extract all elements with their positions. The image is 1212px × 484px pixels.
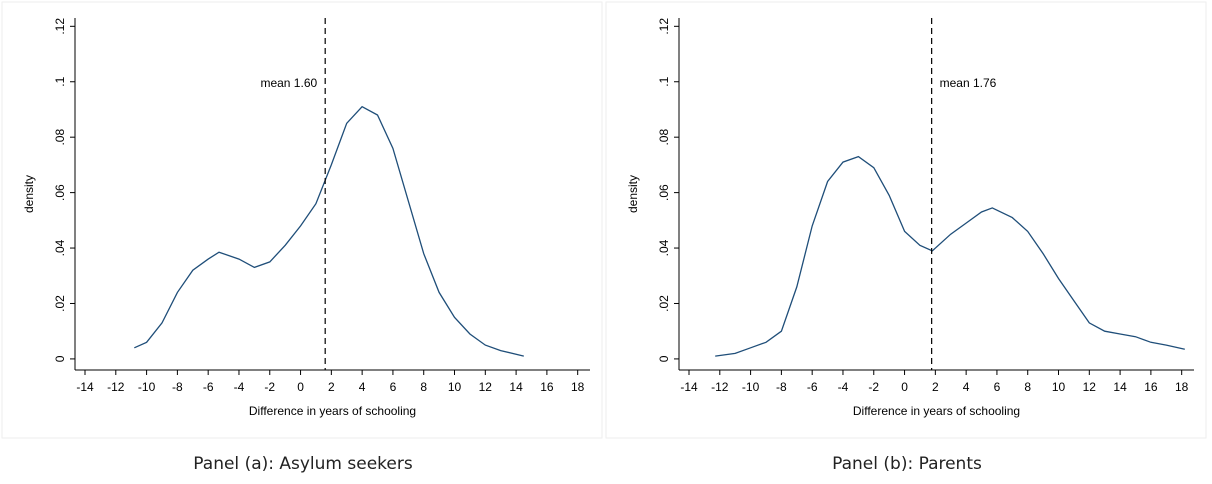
mean-label: mean 1.76 xyxy=(940,76,997,90)
panel-border xyxy=(1,1,603,439)
x-tick-label: 4 xyxy=(963,380,970,394)
x-tick-label: -14 xyxy=(76,380,94,394)
x-tick-label: 0 xyxy=(297,380,304,394)
x-tick-label: 2 xyxy=(328,380,335,394)
y-tick-label: .06 xyxy=(657,184,671,201)
x-tick-label: 0 xyxy=(901,380,908,394)
x-tick-label: 4 xyxy=(359,380,366,394)
y-tick-label: .08 xyxy=(657,129,671,146)
x-tick-label: -12 xyxy=(107,380,125,394)
x-tick-label: 14 xyxy=(1113,380,1127,394)
y-tick-label: 0 xyxy=(657,355,671,362)
x-tick-label: 8 xyxy=(1024,380,1031,394)
x-tick-label: -2 xyxy=(264,380,275,394)
y-tick-label: .04 xyxy=(657,239,671,256)
x-tick-label: -2 xyxy=(868,380,879,394)
x-tick-label: 12 xyxy=(1083,380,1097,394)
x-tick-label: -8 xyxy=(172,380,183,394)
y-axis-label: density xyxy=(626,175,640,213)
x-tick-label: 14 xyxy=(509,380,523,394)
x-tick-label: 12 xyxy=(479,380,493,394)
x-tick-label: 2 xyxy=(932,380,939,394)
y-axis-label: density xyxy=(22,175,36,213)
x-tick-label: -12 xyxy=(711,380,729,394)
x-axis-label: Difference in years of schooling xyxy=(853,404,1020,418)
x-tick-label: -6 xyxy=(203,380,214,394)
x-tick-label: 10 xyxy=(448,380,462,394)
mean-label: mean 1.60 xyxy=(260,76,317,90)
density-line xyxy=(134,105,524,357)
x-tick-label: 18 xyxy=(1175,380,1189,394)
y-tick-label: .06 xyxy=(53,184,67,201)
x-tick-label: -6 xyxy=(807,380,818,394)
x-tick-label: -14 xyxy=(680,380,698,394)
y-tick-label: .1 xyxy=(53,76,67,86)
y-tick-label: .02 xyxy=(53,295,67,312)
caption: Panel (a): Asylum seekers xyxy=(193,454,413,474)
y-tick-label: .1 xyxy=(657,76,671,86)
x-tick-label: -4 xyxy=(838,380,849,394)
x-tick-label: 6 xyxy=(994,380,1001,394)
x-tick-label: -10 xyxy=(742,380,760,394)
x-tick-label: 8 xyxy=(420,380,427,394)
x-tick-label: 16 xyxy=(1144,380,1158,394)
caption: Panel (b): Parents xyxy=(832,454,982,474)
x-tick-label: 16 xyxy=(540,380,554,394)
x-tick-label: 10 xyxy=(1052,380,1066,394)
panel-border xyxy=(605,1,1207,439)
y-tick-label: .02 xyxy=(657,295,671,312)
y-tick-label: .04 xyxy=(53,239,67,256)
x-tick-label: -4 xyxy=(234,380,245,394)
y-tick-label: .08 xyxy=(53,129,67,146)
x-tick-label: -8 xyxy=(776,380,787,394)
y-tick-label: .12 xyxy=(657,18,671,35)
y-tick-label: .12 xyxy=(53,18,67,35)
x-axis-label: Difference in years of schooling xyxy=(249,404,416,418)
x-tick-label: 6 xyxy=(390,380,397,394)
x-tick-label: -10 xyxy=(138,380,156,394)
x-tick-label: 18 xyxy=(571,380,585,394)
y-tick-label: 0 xyxy=(53,355,67,362)
density-line xyxy=(715,155,1185,357)
